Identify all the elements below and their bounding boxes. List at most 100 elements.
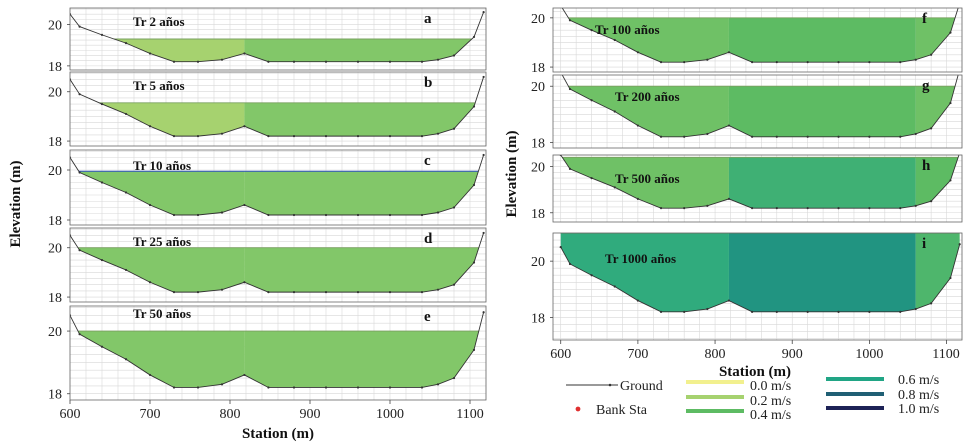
- water-area: [561, 75, 959, 138]
- ground-point: [899, 207, 902, 210]
- ground-point: [220, 132, 224, 135]
- panel-a: 18 20 Tr 2 años a: [48, 7, 487, 75]
- panel-letter: a: [424, 11, 432, 27]
- ground-point: [930, 302, 933, 305]
- ground-point: [292, 213, 296, 217]
- legend-bank-marker: [575, 406, 581, 412]
- x-tick-label: 1100: [932, 347, 959, 362]
- ground-point: [243, 281, 246, 284]
- y-tick-label: 20: [48, 242, 62, 257]
- ground-point: [806, 207, 809, 210]
- ground-point: [388, 213, 392, 217]
- ground-point: [568, 262, 572, 266]
- ground-point: [243, 203, 246, 207]
- panel-b: 18 20 Tr 5 años b: [48, 71, 487, 150]
- ground-point: [636, 51, 639, 54]
- ground-point: [837, 207, 840, 210]
- velocity-zone-3: [438, 39, 472, 60]
- ground-point: [148, 373, 152, 377]
- velocity-zone-2: [728, 157, 916, 209]
- velocity-zone-1: [114, 39, 245, 62]
- ground-point: [172, 60, 176, 63]
- x-axis-title: Station (m): [242, 426, 314, 442]
- ground-point: [243, 373, 246, 377]
- water-area: [560, 4, 959, 64]
- ground-point: [436, 211, 440, 214]
- ground-point: [482, 231, 485, 235]
- panel-frame: [552, 154, 963, 223]
- ground-point: [914, 132, 917, 136]
- ground-point: [124, 112, 128, 116]
- ground-point: [196, 291, 200, 294]
- ground-point: [124, 358, 128, 361]
- y-tick-label: 20: [531, 80, 545, 95]
- panel-frame: [69, 71, 487, 147]
- ground-point: [292, 386, 296, 389]
- ground-point: [356, 60, 360, 63]
- ground-point: [914, 307, 917, 311]
- ground-point: [727, 124, 731, 127]
- ground-point: [78, 333, 81, 336]
- ground-point: [868, 135, 871, 138]
- ground-point: [959, 152, 961, 154]
- ground-point: [324, 291, 328, 294]
- ground-point: [837, 310, 840, 313]
- ground-point: [613, 186, 616, 189]
- ground-point: [560, 4, 562, 6]
- ground-point: [172, 386, 176, 389]
- water-area: [70, 11, 485, 63]
- water-area: [559, 233, 961, 313]
- panel-f: 18 20 Tr 100 años f: [531, 4, 963, 76]
- ground-point: [590, 99, 593, 102]
- water-area: [70, 153, 485, 217]
- ground-point: [613, 285, 616, 288]
- panel-title: Tr 2 años: [133, 14, 185, 29]
- ground-point: [613, 38, 616, 42]
- ground-point: [636, 197, 639, 200]
- ground-point: [727, 197, 731, 200]
- ground-point: [683, 207, 686, 210]
- velocity-zone-1: [568, 86, 729, 137]
- y-tick-label: 20: [531, 161, 545, 176]
- panel-title: Tr 25 años: [133, 234, 191, 249]
- y-tick-label: 18: [48, 135, 62, 150]
- velocity-zone-2: [728, 17, 916, 63]
- ground-point: [436, 383, 440, 386]
- ground-point: [148, 52, 152, 55]
- ground-point: [706, 204, 709, 207]
- ground-point: [899, 310, 902, 313]
- panel-title: Tr 10 años: [133, 158, 191, 173]
- velocity-zone-1: [78, 331, 245, 388]
- ground-point: [220, 383, 224, 386]
- ground-point: [267, 386, 270, 389]
- ground-point: [100, 33, 104, 36]
- ground-point: [837, 61, 840, 64]
- ground-point: [559, 245, 562, 249]
- ground-point: [930, 53, 933, 56]
- ground-point: [958, 243, 961, 246]
- ground-point: [750, 61, 754, 64]
- x-tick-label: 600: [550, 347, 571, 362]
- panel-frame: [552, 74, 963, 149]
- ground-point: [706, 58, 709, 61]
- x-tick-label: 700: [627, 347, 648, 362]
- panel-letter: b: [424, 75, 432, 91]
- ground-point: [452, 283, 456, 286]
- y-tick-label: 18: [48, 214, 62, 229]
- ground-point: [292, 60, 296, 63]
- velocity-zone-1: [99, 102, 245, 137]
- ground-point: [914, 58, 917, 61]
- y-tick-label: 18: [48, 60, 62, 75]
- ground-point: [324, 60, 328, 63]
- ground-point: [324, 386, 328, 389]
- velocity-zone-3: [438, 102, 476, 134]
- legend-ground-point: [608, 383, 612, 387]
- ground-point: [420, 213, 424, 217]
- velocity-zone-3: [915, 157, 959, 206]
- ground-point: [775, 61, 778, 64]
- y-tick-label: 18: [531, 311, 545, 326]
- ground-point: [267, 60, 270, 63]
- ground-point: [472, 348, 476, 351]
- ground-point: [775, 310, 778, 313]
